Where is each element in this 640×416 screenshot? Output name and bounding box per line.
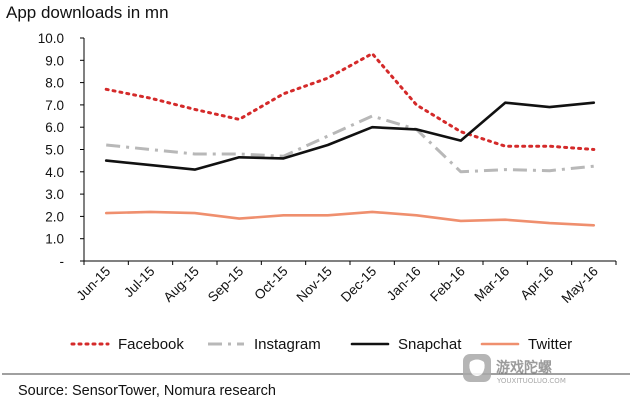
series-line-twitter (104, 210, 596, 227)
series-lines (104, 52, 596, 227)
x-tick-label: Jan-16 (384, 264, 424, 304)
series-line-instagram (106, 114, 594, 174)
legend-label-snapchat: Snapchat (398, 336, 462, 353)
chart-legend: Facebook Instagram Snapchat Twitter (70, 336, 572, 353)
watermark-subtext: YOUXITUOLUO.COM (496, 377, 566, 385)
y-tick-label: 3.0 (45, 187, 64, 202)
chart-axes (83, 38, 616, 262)
x-axis-ticks: Jun-15 Jul-15 Aug-15 Sep-15 Oct-15 Nov-15 Dec-… (73, 261, 617, 306)
y-tick-label: 5.0 (45, 143, 64, 158)
y-tick-label: 1.0 (45, 232, 64, 247)
gyro-icon (469, 359, 485, 376)
y-tick-label: 10.0 (38, 31, 64, 46)
y-tick-label: 6.0 (45, 120, 64, 135)
y-tick-label: 9.0 (45, 53, 64, 68)
source-note: Source: SensorTower, Nomura research (18, 383, 276, 399)
x-tick-label: Mar-16 (471, 264, 512, 305)
y-tick-label: 4.0 (45, 165, 64, 180)
y-tick-label: 7.0 (45, 98, 64, 113)
x-tick-label: Jul-15 (121, 264, 158, 301)
x-tick-label: Aug-15 (161, 264, 202, 305)
watermark-text: 游戏陀螺 (496, 359, 552, 376)
x-tick-label: Sep-15 (205, 264, 246, 305)
y-tick-label: 2.0 (45, 209, 64, 224)
series-line-facebook (104, 52, 596, 151)
x-tick-label: Jun-15 (73, 264, 113, 304)
legend-label-instagram: Instagram (254, 336, 321, 353)
x-tick-label: Feb-16 (427, 264, 468, 305)
y-axis-ticks: - 1.0 2.0 3.0 4.0 5.0 6.0 7.0 8.0 9.0 10.0 (38, 31, 84, 269)
legend-label-facebook: Facebook (118, 336, 184, 353)
x-tick-label: Nov-15 (294, 264, 335, 305)
x-tick-label: Apr-16 (517, 264, 556, 303)
chart-title: App downloads in mn (6, 3, 169, 22)
x-tick-label: Dec-15 (338, 264, 379, 305)
x-tick-label: Oct-15 (251, 264, 290, 303)
y-tick-label: - (60, 254, 65, 269)
series-line-snapchat (104, 101, 596, 171)
y-tick-label: 8.0 (45, 76, 64, 91)
legend-label-twitter: Twitter (528, 336, 572, 353)
x-tick-label: May-16 (559, 264, 601, 306)
watermark-logo: 游戏陀螺 YOUXITUOLUO.COM (463, 354, 566, 385)
